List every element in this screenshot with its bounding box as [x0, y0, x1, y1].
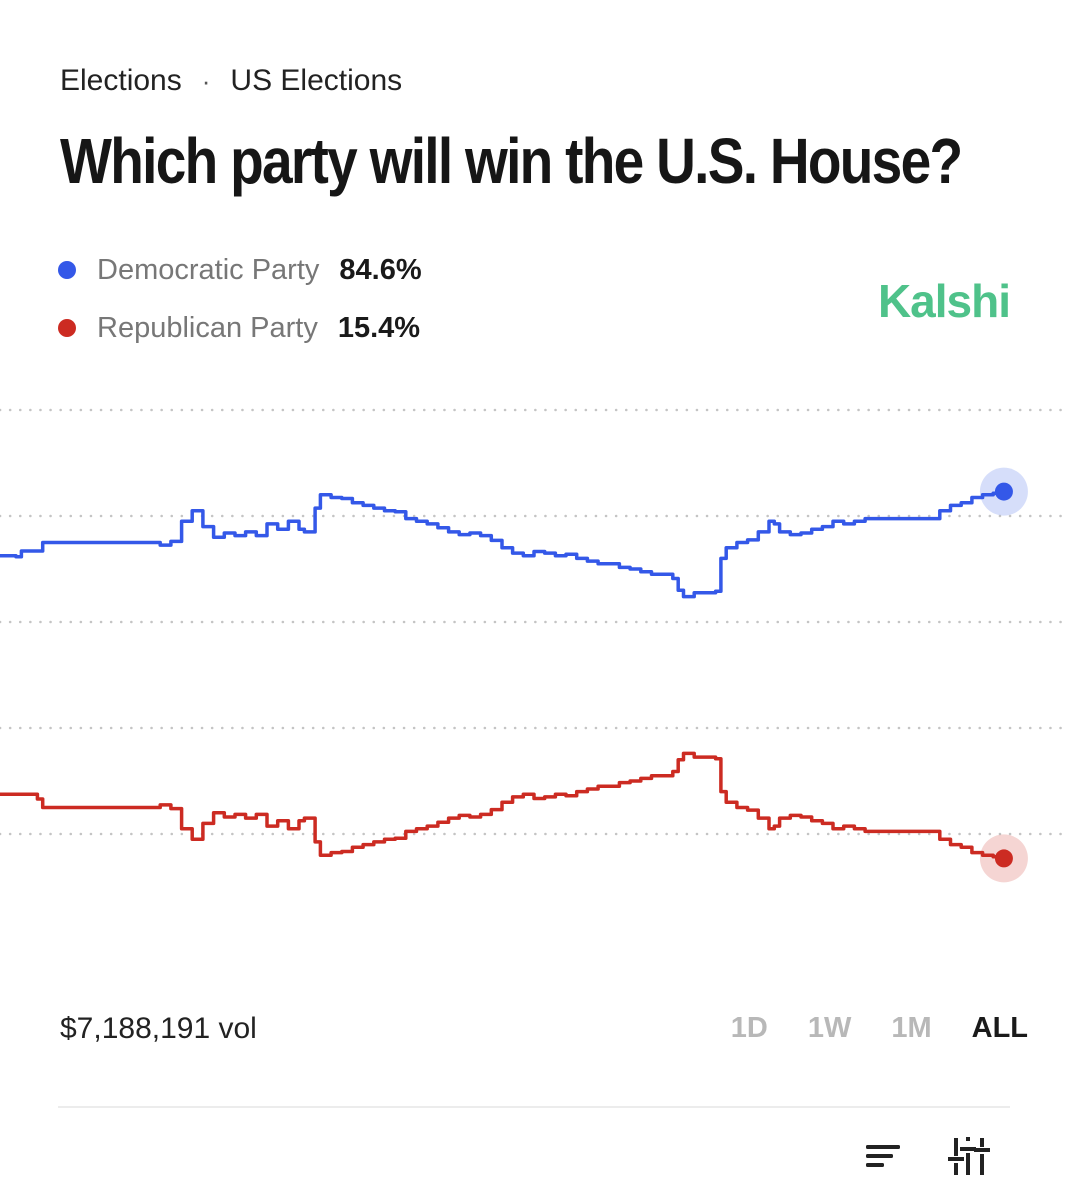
- probability-line-chart: [0, 408, 1068, 883]
- range-1d-button[interactable]: 1D: [730, 1012, 768, 1044]
- page-title: Which party will win the U.S. House?: [60, 125, 963, 197]
- legend-item-republican: Republican Party 15.4%: [58, 308, 422, 348]
- democratic-dot-icon: [58, 261, 76, 279]
- legend-value-republican: 15.4%: [337, 311, 421, 344]
- chart-legend: Democratic Party 84.6% Republican Party …: [58, 250, 422, 366]
- sort-icon[interactable]: [862, 1136, 906, 1176]
- series-line-democratic-party: [0, 491, 1006, 599]
- breadcrumb: Elections · US Elections: [60, 64, 402, 98]
- breadcrumb-elections-link[interactable]: Elections: [60, 64, 182, 97]
- sliders-icon[interactable]: [948, 1136, 992, 1176]
- kalshi-logo: Kalshi: [877, 275, 1011, 327]
- endpoint-marker[interactable]: [994, 482, 1013, 501]
- range-1w-button[interactable]: 1W: [807, 1012, 852, 1044]
- republican-dot-icon: [58, 319, 76, 337]
- trading-volume: $7,188,191 vol: [60, 1012, 257, 1045]
- legend-name-republican: Republican Party: [97, 311, 318, 344]
- footer-divider: [58, 1106, 1010, 1108]
- legend-name-democratic: Democratic Party: [97, 253, 320, 286]
- range-all-button[interactable]: ALL: [971, 1012, 1028, 1044]
- series-line-republican-party: [0, 751, 1006, 859]
- breadcrumb-us-elections-link[interactable]: US Elections: [230, 64, 403, 97]
- legend-value-democratic: 84.6%: [339, 253, 422, 286]
- time-range-selector: 1D 1W 1M ALL: [691, 1012, 1028, 1045]
- breadcrumb-separator: ·: [201, 65, 211, 96]
- legend-item-democratic: Democratic Party 84.6%: [58, 250, 422, 290]
- range-1m-button[interactable]: 1M: [891, 1012, 932, 1044]
- endpoint-marker[interactable]: [994, 849, 1013, 868]
